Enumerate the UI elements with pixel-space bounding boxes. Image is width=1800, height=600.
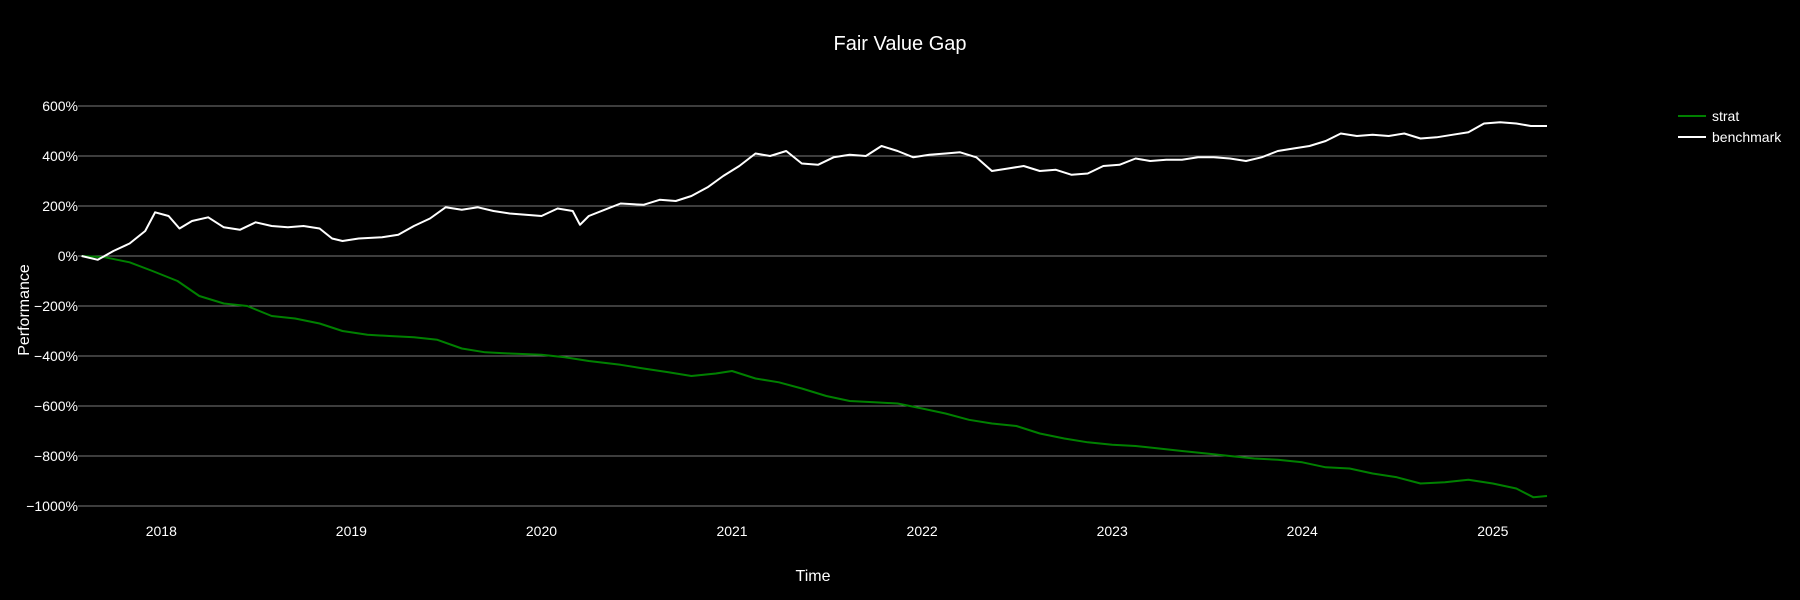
y-tick-label: −600%	[34, 398, 78, 414]
x-tick-label: 2019	[336, 523, 367, 539]
x-tick-label: 2023	[1097, 523, 1128, 539]
y-tick-label: 0%	[58, 248, 78, 264]
x-tick-label: 2021	[716, 523, 747, 539]
y-tick-label: 400%	[42, 148, 78, 164]
y-axis-title: Performance	[16, 264, 33, 356]
x-tick-label: 2020	[526, 523, 557, 539]
y-tick-label: 600%	[42, 98, 78, 114]
y-tick-label: −1000%	[26, 498, 78, 514]
series-line-strat	[81, 255, 1548, 499]
x-tick-label: 2022	[907, 523, 938, 539]
x-axis-title: Time	[796, 568, 831, 585]
x-tick-label: 2024	[1287, 523, 1318, 539]
legend: strat benchmark	[1678, 108, 1782, 145]
x-tick-label: 2025	[1477, 523, 1508, 539]
x-axis-ticks: 2018 2019 2020 2021 2022 2023 2024 2025	[146, 523, 1509, 539]
legend-label-benchmark: benchmark	[1712, 129, 1782, 145]
legend-label-strat: strat	[1712, 108, 1739, 124]
y-tick-label: −800%	[34, 448, 78, 464]
y-tick-label: −200%	[34, 298, 78, 314]
series-lines	[81, 121, 1548, 499]
chart-title: Fair Value Gap	[833, 33, 966, 55]
series-line-benchmark	[81, 121, 1547, 261]
y-axis-ticks: 600% 400% 200% 0% −200% −400% −600% −800% −1000%	[26, 98, 78, 514]
x-tick-label: 2018	[146, 523, 177, 539]
y-tick-label: −400%	[34, 348, 78, 364]
gridlines	[78, 105, 1547, 507]
y-tick-label: 200%	[42, 198, 78, 214]
